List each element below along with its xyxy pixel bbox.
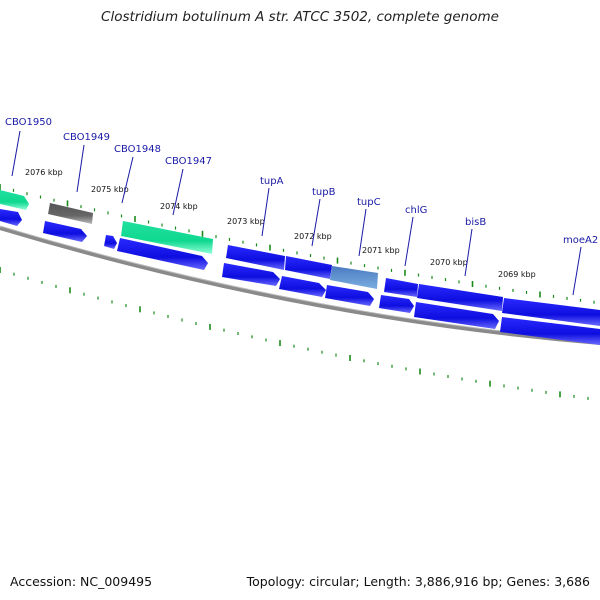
gene-feature-rrna-2[interactable]	[121, 221, 213, 254]
leader-line	[572, 246, 582, 296]
kbp-label: 2069 kbp	[498, 270, 536, 279]
kbp-label: 2076 kbp	[25, 168, 63, 177]
map-title: Clostridium botulinum A str. ATCC 3502, …	[101, 9, 499, 25]
gene-feature-rev-2[interactable]	[43, 221, 87, 242]
gene-feature-tupA[interactable]	[226, 245, 285, 270]
accession-label: Accession: NC_009495	[10, 574, 153, 589]
genome-summary: Topology: circular; Length: 3,886,916 bp…	[246, 574, 590, 589]
leader-line	[76, 144, 85, 193]
leader-line	[261, 187, 270, 237]
kbp-label: 2075 kbp	[91, 185, 129, 194]
gene-feature-chlG[interactable]	[384, 278, 418, 297]
gc-ticks-outer	[0, 184, 595, 304]
gene-feature-tupB[interactable]	[285, 256, 332, 279]
leader-line	[172, 168, 184, 216]
gene-label-cbo1947[interactable]: CBO1947	[165, 156, 212, 167]
forward-strand	[0, 190, 600, 326]
leader-line	[464, 228, 473, 277]
gene-labels: CBO1950 CBO1949 CBO1948 CBO1947 tupA tup…	[5, 117, 598, 246]
gene-feature-rev-1[interactable]	[0, 209, 22, 226]
kbp-label: 2070 kbp	[430, 258, 468, 267]
leader-line	[11, 130, 21, 177]
kbp-label: 2072 kbp	[294, 232, 332, 241]
gene-feature-rev-8[interactable]	[379, 295, 414, 313]
gene-feature-rev-10[interactable]	[500, 317, 600, 345]
leader-line	[358, 208, 367, 257]
gene-feature-rrna-1[interactable]	[0, 190, 29, 210]
gene-feature-tupC[interactable]	[330, 266, 378, 289]
kbp-label: 2073 kbp	[227, 217, 265, 226]
gene-feature-rev-7[interactable]	[325, 285, 374, 306]
gene-feature-moeA2[interactable]	[502, 298, 600, 326]
leader-line	[121, 156, 134, 204]
reverse-strand	[0, 209, 600, 345]
gene-label-bisb[interactable]: bisB	[465, 217, 486, 228]
gene-label-tupa[interactable]: tupA	[260, 176, 284, 187]
gene-label-moea2[interactable]: moeA2	[563, 235, 598, 246]
gene-feature-rev-9[interactable]	[414, 302, 499, 329]
kbp-label: 2071 kbp	[362, 246, 400, 255]
gene-feature-pseudo[interactable]	[48, 203, 93, 224]
gene-feature-rev-5[interactable]	[222, 263, 280, 286]
genome-backbone	[0, 226, 600, 345]
leader-line	[404, 216, 414, 267]
gene-label-tupc[interactable]: tupC	[357, 197, 381, 208]
gene-feature-rev-6[interactable]	[279, 276, 326, 297]
gc-ticks-inner	[0, 267, 589, 400]
kbp-ruler: 2076 kbp 2075 kbp 2074 kbp 2073 kbp 2072…	[25, 168, 536, 279]
gene-label-tupb[interactable]: tupB	[312, 187, 336, 198]
gene-label-cbo1949[interactable]: CBO1949	[63, 132, 110, 143]
gene-label-cbo1950[interactable]: CBO1950	[5, 117, 52, 128]
leader-line	[311, 198, 321, 247]
gene-feature-bisB[interactable]	[417, 284, 503, 311]
kbp-label: 2074 kbp	[160, 202, 198, 211]
gene-label-cbo1948[interactable]: CBO1948	[114, 144, 161, 155]
gene-label-chlg[interactable]: chlG	[405, 205, 427, 216]
gene-leader-lines	[11, 130, 582, 296]
gene-feature-rev-3[interactable]	[104, 235, 117, 249]
gene-feature-rev-4[interactable]	[117, 238, 208, 270]
